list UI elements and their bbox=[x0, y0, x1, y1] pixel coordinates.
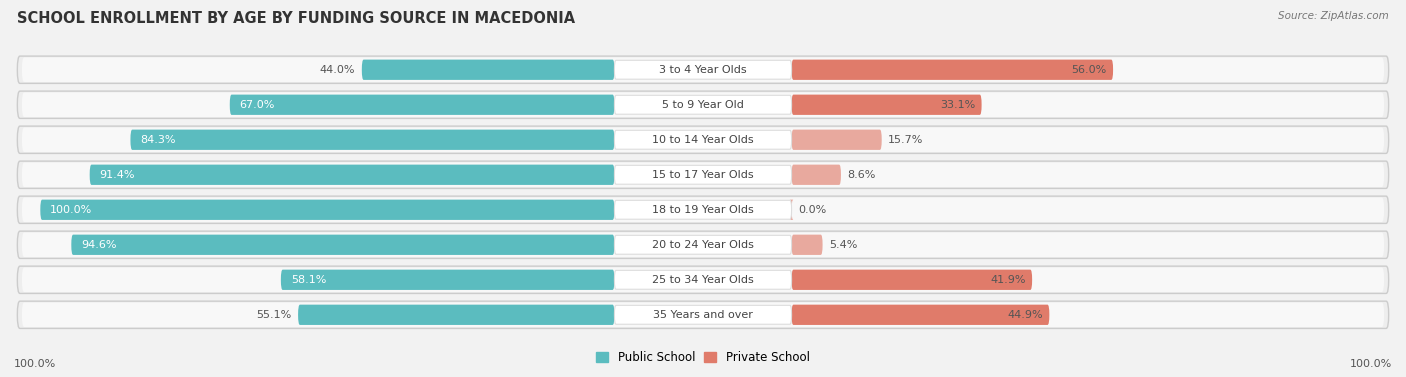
FancyBboxPatch shape bbox=[614, 166, 792, 184]
Text: 3 to 4 Year Olds: 3 to 4 Year Olds bbox=[659, 65, 747, 75]
Text: Source: ZipAtlas.com: Source: ZipAtlas.com bbox=[1278, 11, 1389, 21]
Text: 25 to 34 Year Olds: 25 to 34 Year Olds bbox=[652, 275, 754, 285]
Text: 56.0%: 56.0% bbox=[1071, 65, 1107, 75]
Text: 10 to 14 Year Olds: 10 to 14 Year Olds bbox=[652, 135, 754, 145]
FancyBboxPatch shape bbox=[17, 56, 1389, 83]
Text: 55.1%: 55.1% bbox=[256, 310, 291, 320]
Text: 44.9%: 44.9% bbox=[1007, 310, 1043, 320]
FancyBboxPatch shape bbox=[614, 200, 792, 219]
Text: 18 to 19 Year Olds: 18 to 19 Year Olds bbox=[652, 205, 754, 215]
FancyBboxPatch shape bbox=[790, 200, 793, 220]
FancyBboxPatch shape bbox=[614, 305, 792, 324]
FancyBboxPatch shape bbox=[22, 302, 1384, 327]
FancyBboxPatch shape bbox=[22, 268, 1384, 292]
Text: 5.4%: 5.4% bbox=[830, 240, 858, 250]
FancyBboxPatch shape bbox=[22, 127, 1384, 152]
FancyBboxPatch shape bbox=[281, 270, 614, 290]
FancyBboxPatch shape bbox=[17, 231, 1389, 259]
FancyBboxPatch shape bbox=[614, 235, 792, 254]
Text: 15.7%: 15.7% bbox=[889, 135, 924, 145]
FancyBboxPatch shape bbox=[792, 95, 981, 115]
FancyBboxPatch shape bbox=[22, 198, 1384, 222]
FancyBboxPatch shape bbox=[614, 95, 792, 114]
Text: 41.9%: 41.9% bbox=[990, 275, 1025, 285]
FancyBboxPatch shape bbox=[17, 161, 1389, 188]
Text: 84.3%: 84.3% bbox=[141, 135, 176, 145]
Text: 5 to 9 Year Old: 5 to 9 Year Old bbox=[662, 100, 744, 110]
FancyBboxPatch shape bbox=[22, 58, 1384, 82]
FancyBboxPatch shape bbox=[17, 126, 1389, 153]
FancyBboxPatch shape bbox=[17, 301, 1389, 328]
Text: 67.0%: 67.0% bbox=[239, 100, 276, 110]
FancyBboxPatch shape bbox=[131, 130, 614, 150]
Text: SCHOOL ENROLLMENT BY AGE BY FUNDING SOURCE IN MACEDONIA: SCHOOL ENROLLMENT BY AGE BY FUNDING SOUR… bbox=[17, 11, 575, 26]
Text: 91.4%: 91.4% bbox=[100, 170, 135, 180]
FancyBboxPatch shape bbox=[41, 200, 614, 220]
FancyBboxPatch shape bbox=[22, 233, 1384, 257]
FancyBboxPatch shape bbox=[614, 60, 792, 79]
FancyBboxPatch shape bbox=[792, 60, 1114, 80]
Text: 58.1%: 58.1% bbox=[291, 275, 326, 285]
FancyBboxPatch shape bbox=[17, 196, 1389, 224]
FancyBboxPatch shape bbox=[792, 305, 1049, 325]
Text: 15 to 17 Year Olds: 15 to 17 Year Olds bbox=[652, 170, 754, 180]
Legend: Public School, Private School: Public School, Private School bbox=[592, 346, 814, 369]
FancyBboxPatch shape bbox=[792, 165, 841, 185]
FancyBboxPatch shape bbox=[614, 130, 792, 149]
FancyBboxPatch shape bbox=[792, 130, 882, 150]
Text: 8.6%: 8.6% bbox=[848, 170, 876, 180]
Text: 0.0%: 0.0% bbox=[799, 205, 827, 215]
Text: 100.0%: 100.0% bbox=[14, 359, 56, 369]
FancyBboxPatch shape bbox=[298, 305, 614, 325]
Text: 100.0%: 100.0% bbox=[51, 205, 93, 215]
FancyBboxPatch shape bbox=[72, 234, 614, 255]
FancyBboxPatch shape bbox=[17, 91, 1389, 118]
Text: 20 to 24 Year Olds: 20 to 24 Year Olds bbox=[652, 240, 754, 250]
Text: 94.6%: 94.6% bbox=[82, 240, 117, 250]
FancyBboxPatch shape bbox=[17, 266, 1389, 293]
Text: 35 Years and over: 35 Years and over bbox=[652, 310, 754, 320]
Text: 44.0%: 44.0% bbox=[319, 65, 356, 75]
FancyBboxPatch shape bbox=[22, 92, 1384, 117]
FancyBboxPatch shape bbox=[229, 95, 614, 115]
FancyBboxPatch shape bbox=[22, 162, 1384, 187]
FancyBboxPatch shape bbox=[90, 165, 614, 185]
FancyBboxPatch shape bbox=[361, 60, 614, 80]
Text: 100.0%: 100.0% bbox=[1350, 359, 1392, 369]
FancyBboxPatch shape bbox=[792, 234, 823, 255]
Text: 33.1%: 33.1% bbox=[939, 100, 974, 110]
FancyBboxPatch shape bbox=[614, 270, 792, 289]
FancyBboxPatch shape bbox=[792, 270, 1032, 290]
